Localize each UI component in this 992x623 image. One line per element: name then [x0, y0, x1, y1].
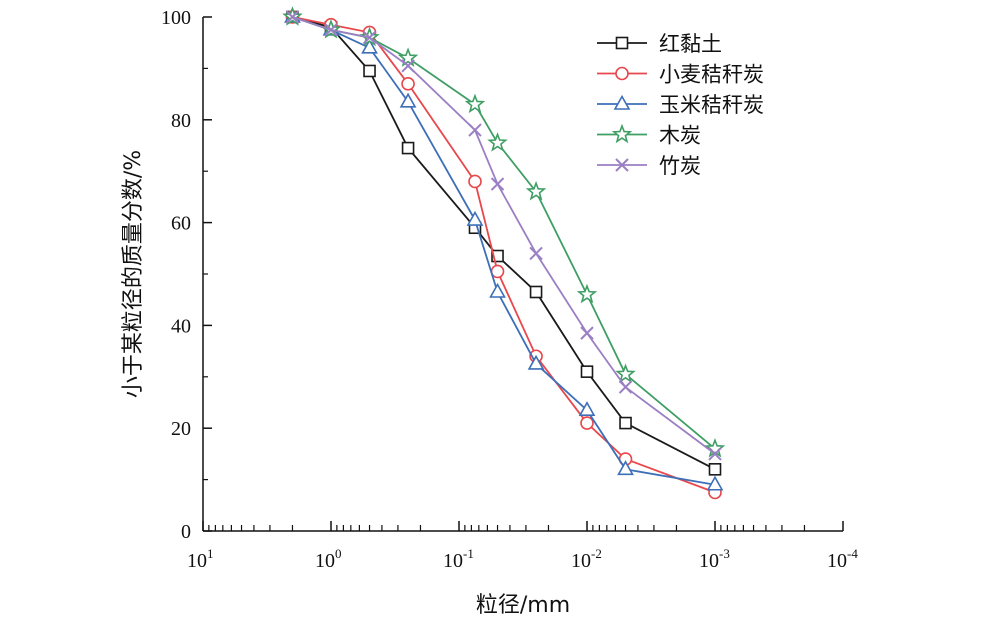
series-layer — [282, 6, 726, 500]
data-point — [490, 264, 505, 279]
data-point — [529, 246, 543, 261]
data-point — [401, 141, 415, 155]
data-point-stroke — [468, 123, 482, 137]
data-point — [580, 416, 594, 430]
data-point-stroke — [324, 23, 338, 37]
legend-label: 小麦秸秆炭 — [659, 63, 764, 87]
y-axis-title: 小于某粒径的质量分数/% — [121, 150, 146, 398]
data-point — [397, 47, 419, 67]
legend-label: 红黏土 — [659, 32, 722, 56]
data-point — [399, 92, 417, 108]
data-point — [704, 438, 726, 458]
x-tick-label: 10-2 — [571, 546, 602, 572]
x-tick-label: 101 — [187, 546, 214, 572]
x-axis-title: 粒径/mm — [476, 593, 570, 618]
y-tick-label: 60 — [171, 213, 191, 235]
data-point-stroke — [490, 177, 505, 191]
y-tick-label: 80 — [171, 110, 191, 132]
data-point — [527, 354, 545, 370]
series-4 — [282, 6, 726, 458]
data-point — [489, 282, 506, 298]
data-point-stroke — [615, 158, 629, 172]
series-3 — [284, 7, 724, 491]
data-point-stroke — [580, 326, 594, 340]
legend-label: 玉米秸秆炭 — [659, 93, 764, 117]
data-point — [615, 158, 629, 172]
data-point-stroke — [618, 380, 633, 394]
data-point-stroke — [401, 59, 415, 73]
data-point — [285, 10, 300, 24]
data-point — [362, 30, 377, 45]
legend-item: 玉米秸秆炭 — [597, 93, 764, 117]
series-line — [292, 16, 716, 486]
data-point-stroke — [529, 246, 543, 261]
data-point — [615, 363, 636, 383]
series-line — [292, 16, 716, 455]
data-point — [618, 380, 633, 394]
data-point — [525, 180, 547, 201]
y-tick-label: 40 — [171, 315, 191, 337]
data-point — [466, 210, 484, 226]
series-5 — [285, 10, 722, 461]
data-point — [580, 365, 594, 378]
x-tick-label: 100 — [315, 546, 342, 572]
data-point — [619, 416, 632, 430]
x-tick-label: 10-1 — [443, 546, 474, 572]
data-point — [490, 177, 505, 191]
data-point — [324, 23, 338, 37]
legend-item: 木炭 — [597, 124, 701, 148]
legend-label: 竹炭 — [659, 154, 701, 178]
y-tick-label: 20 — [171, 418, 191, 440]
x-tick-label: 10-4 — [827, 546, 858, 572]
data-point — [708, 463, 722, 476]
data-point — [615, 36, 629, 50]
axes: 0 20 40 60 80 100 101 100 10-1 10-2 10-3 10-4 粒径/mm 小… — [121, 7, 858, 618]
data-point — [401, 59, 415, 73]
data-point — [708, 447, 722, 461]
data-point — [468, 123, 482, 137]
data-point — [401, 77, 415, 91]
data-point — [468, 174, 482, 189]
data-point — [491, 249, 504, 263]
data-point — [487, 132, 508, 152]
x-tick-label: 10-3 — [699, 546, 730, 572]
legend-item: 红黏土 — [597, 32, 722, 56]
data-point-stroke — [362, 30, 377, 45]
data-point — [529, 285, 543, 299]
legend-item: 小麦秸秆炭 — [597, 63, 764, 87]
data-point — [361, 38, 378, 54]
y-tick-label: 0 — [181, 521, 191, 543]
data-point — [706, 475, 724, 491]
data-point-stroke — [708, 447, 722, 461]
series-line — [292, 16, 716, 471]
legend-label: 木炭 — [659, 124, 701, 148]
series-1 — [286, 10, 722, 476]
data-point-stroke — [285, 10, 300, 24]
data-point — [617, 460, 634, 476]
data-point — [576, 283, 598, 304]
data-point — [464, 93, 486, 114]
y-tick-label: 100 — [161, 7, 191, 29]
legend-item: 竹炭 — [597, 154, 701, 178]
data-point — [611, 123, 633, 144]
data-point — [613, 94, 631, 110]
series-line — [292, 16, 716, 450]
data-point — [580, 326, 594, 340]
data-point — [615, 66, 629, 81]
data-point — [363, 64, 376, 78]
data-point — [578, 401, 596, 417]
